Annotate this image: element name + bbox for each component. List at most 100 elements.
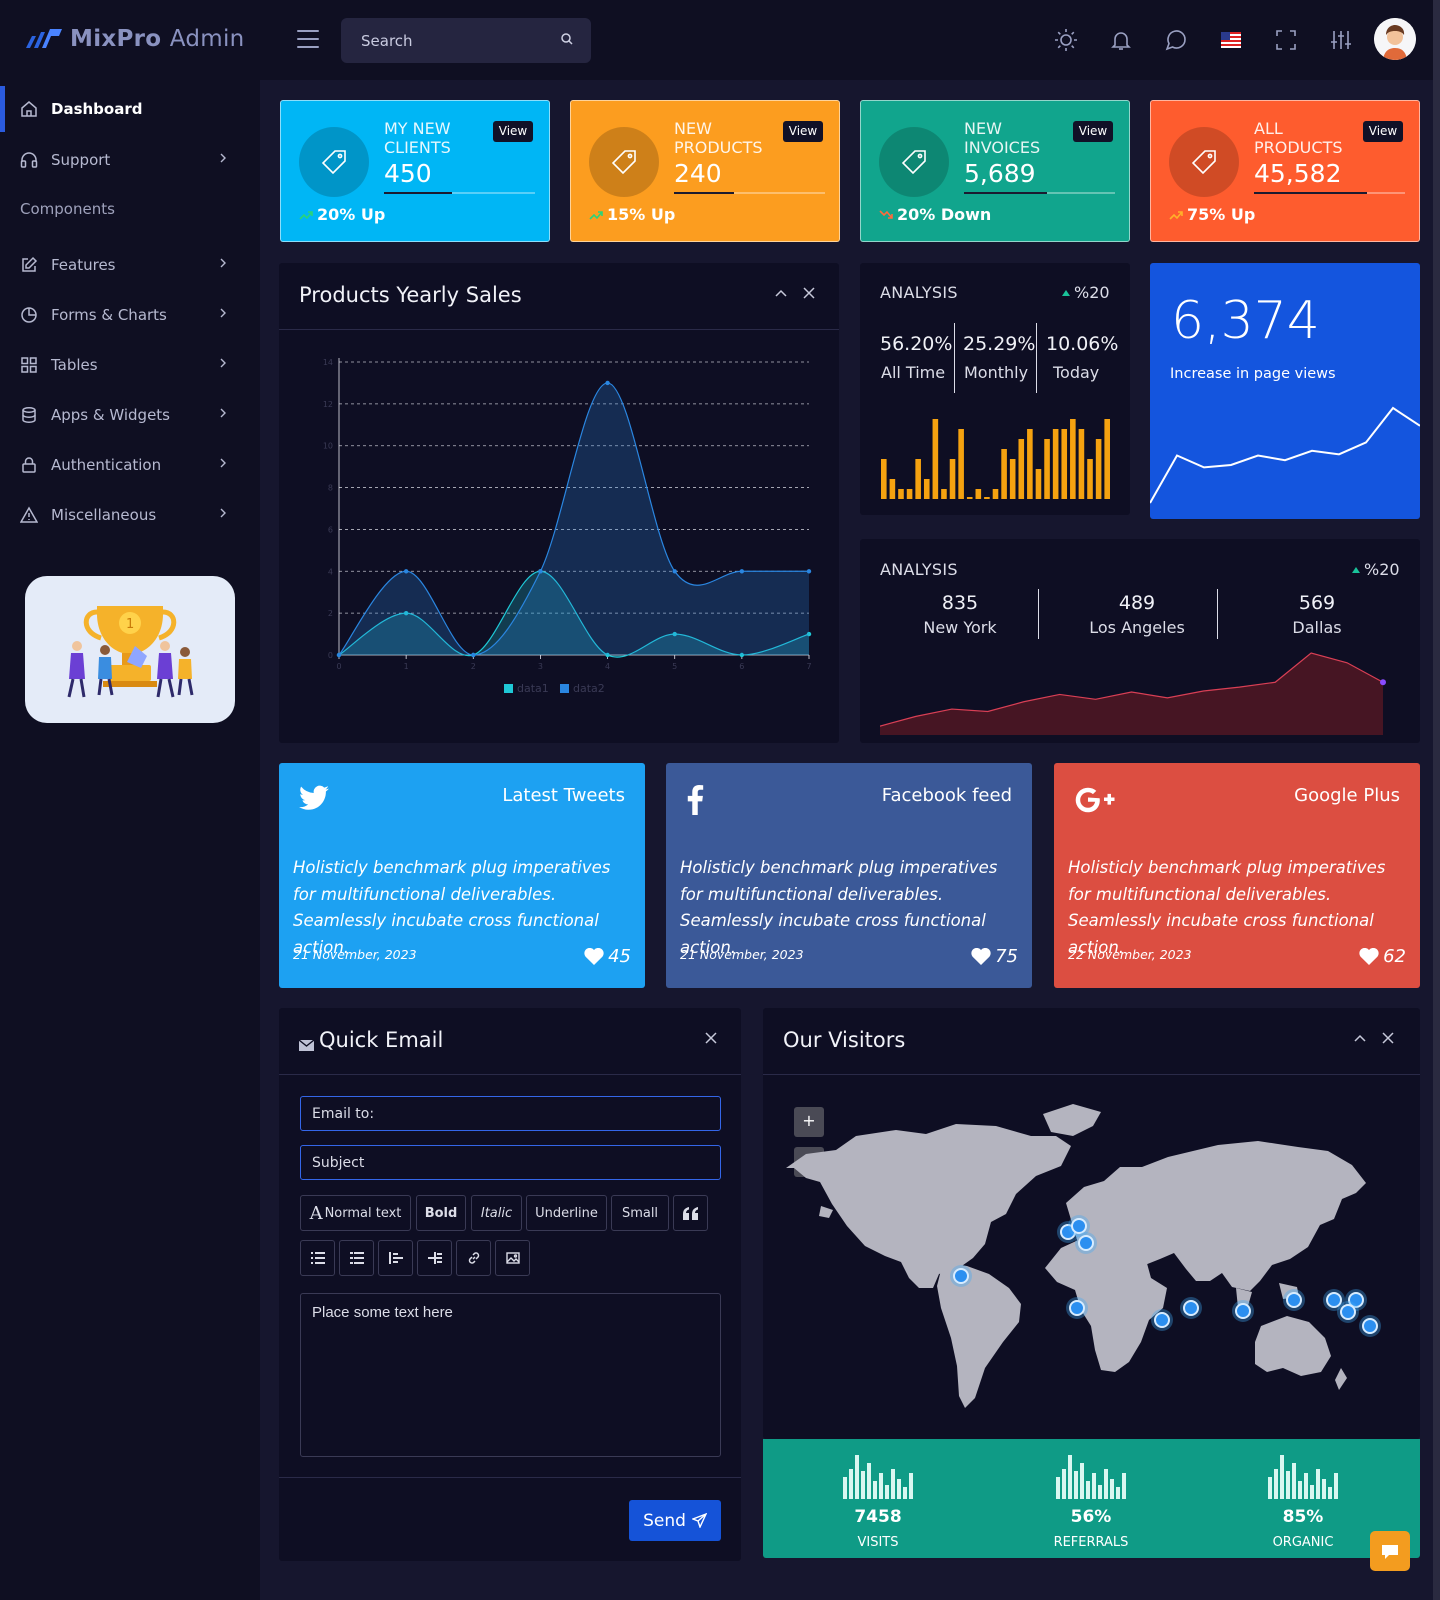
feed-date: 21 November, 2023 (293, 947, 417, 962)
us-flag-icon[interactable] (1219, 28, 1243, 52)
sidebar-item-label: Tables (51, 356, 98, 374)
sidebar-item-apps-widgets[interactable]: Apps & Widgets (0, 392, 260, 438)
analysis-bar (992, 489, 999, 499)
chat-icon[interactable] (1164, 28, 1188, 52)
bold-button[interactable]: Bold (416, 1195, 466, 1231)
y-tick-label: 0 (328, 651, 333, 660)
stat-progress (384, 192, 535, 194)
link-button[interactable] (456, 1240, 491, 1276)
list-ol-icon (349, 1252, 364, 1264)
send-button[interactable]: Send (629, 1500, 721, 1541)
analysis-bar (966, 497, 973, 499)
zoom-in-button[interactable]: + (794, 1107, 824, 1137)
ordered-list-button[interactable] (339, 1240, 374, 1276)
facebook-icon[interactable] (686, 785, 704, 815)
visitor-marker (1340, 1304, 1356, 1320)
outdent-button[interactable] (378, 1240, 413, 1276)
sliders-icon[interactable] (1329, 28, 1353, 52)
chat-support-button[interactable] (1370, 1531, 1410, 1571)
stat-label: MY NEW CLIENTS (384, 119, 451, 157)
city-value: 569 (1298, 592, 1336, 614)
sidebar-item-features[interactable]: Features (0, 242, 260, 288)
link-icon (468, 1252, 479, 1264)
chevron-right-icon (220, 408, 226, 418)
likes-count[interactable]: 45 (584, 946, 631, 967)
feed-text: Holisticly benchmark plug imperatives fo… (680, 858, 998, 957)
x-tick-label: 7 (806, 662, 811, 671)
sidebar-item-forms-charts[interactable]: Forms & Charts (0, 292, 260, 338)
analysis-bar (923, 479, 930, 499)
stat-value: 5,689 (964, 159, 1036, 188)
mini-bar-chart (843, 1455, 913, 1499)
top-bar: MixPro Admin (0, 0, 1440, 80)
menu-toggle-button[interactable] (297, 30, 319, 48)
mini-bar (903, 1487, 907, 1499)
mini-bar (891, 1469, 895, 1499)
analysis-bar (1061, 429, 1068, 499)
continents (786, 1104, 1366, 1408)
email-to-input[interactable] (301, 1097, 720, 1130)
bell-icon[interactable] (1109, 28, 1133, 52)
stat-value: 240 (674, 159, 722, 188)
subject-input[interactable] (301, 1146, 720, 1179)
likes-count[interactable]: 62 (1359, 946, 1406, 967)
message-body-input[interactable] (301, 1294, 720, 1456)
edit-icon (22, 256, 38, 272)
fullscreen-icon[interactable] (1274, 28, 1298, 52)
world-map[interactable] (781, 1098, 1401, 1428)
view-button[interactable]: View (1363, 121, 1403, 142)
unordered-list-button[interactable] (300, 1240, 335, 1276)
visitor-marker (1348, 1292, 1364, 1308)
brand-logo[interactable]: MixPro Admin (24, 26, 245, 52)
image-button[interactable] (495, 1240, 530, 1276)
mini-bar-chart (1268, 1455, 1338, 1499)
close-icon[interactable] (703, 1030, 719, 1046)
close-icon[interactable] (1380, 1030, 1396, 1046)
view-button[interactable]: View (1073, 121, 1113, 142)
collapse-icon[interactable] (1352, 1030, 1368, 1046)
visitor-marker (1362, 1318, 1378, 1334)
tag-icon (611, 150, 636, 175)
normal-text-button[interactable]: A Normal text (300, 1195, 411, 1231)
likes-count[interactable]: 75 (971, 946, 1018, 967)
italic-button[interactable]: Italic (471, 1195, 522, 1231)
sidebar-item-tables[interactable]: Tables (0, 342, 260, 388)
city-label: New York (923, 618, 997, 637)
logo-mark-icon (26, 29, 62, 48)
quote-button[interactable] (673, 1195, 708, 1231)
user-avatar[interactable] (1374, 18, 1416, 60)
metric-value: 25.29% (963, 333, 1036, 355)
analysis-bar (1078, 429, 1085, 499)
search-icon[interactable] (561, 33, 573, 45)
mini-bar (1080, 1463, 1084, 1499)
sidebar-item-dashboard[interactable]: Dashboard (0, 86, 260, 132)
chevron-right-icon (220, 358, 226, 368)
x-tick-label: 6 (739, 662, 744, 671)
sidebar-item-support[interactable]: Support (0, 137, 260, 183)
close-icon[interactable] (801, 285, 817, 301)
collapse-icon[interactable] (773, 285, 789, 301)
view-button[interactable]: View (783, 121, 823, 142)
underline-button[interactable]: Underline (526, 1195, 607, 1231)
pageviews-trend-line (1150, 406, 1420, 504)
feed-text: Holisticly benchmark plug imperatives fo… (293, 858, 611, 957)
mini-bar (1280, 1455, 1284, 1499)
brand-name: MixPro Admin (70, 26, 245, 52)
mini-bar (1304, 1473, 1308, 1499)
sidebar-item-label: Authentication (51, 456, 162, 474)
stat-trend: 15% Up (589, 205, 675, 224)
indent-button[interactable] (417, 1240, 452, 1276)
page-scrollbar[interactable] (1433, 0, 1440, 1600)
sidebar-item-miscellaneous[interactable]: Miscellaneous (0, 492, 260, 538)
sun-icon[interactable] (1054, 28, 1078, 52)
visitor-stat-organic: 85% ORGANIC (1238, 1453, 1368, 1550)
small-button[interactable]: Small (611, 1195, 669, 1231)
twitter-icon[interactable] (299, 785, 329, 811)
stat-label: ALL PRODUCTS (1254, 119, 1343, 157)
data-point (672, 569, 677, 574)
view-button[interactable]: View (493, 121, 533, 142)
search-input[interactable] (341, 18, 591, 63)
google-plus-icon[interactable] (1074, 785, 1118, 815)
sidebar-item-authentication[interactable]: Authentication (0, 442, 260, 488)
